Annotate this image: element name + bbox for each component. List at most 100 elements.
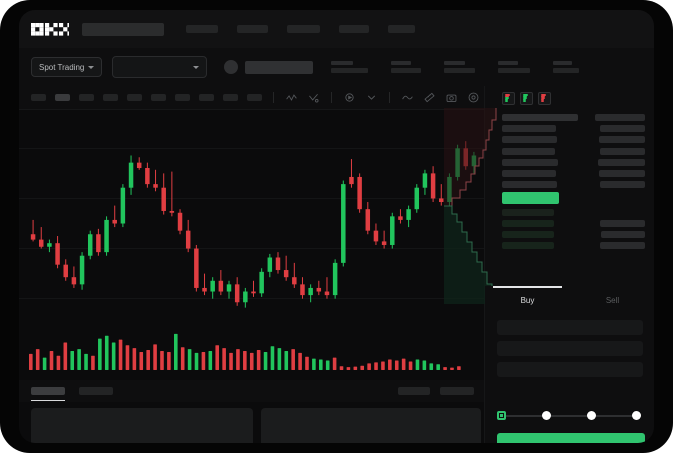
ob-ico-line — [541, 94, 546, 96]
stat-value — [331, 68, 369, 73]
stat-label — [391, 61, 412, 65]
ob-ico-line — [541, 95, 546, 98]
orderbook-ask-row[interactable] — [502, 147, 645, 155]
replay-icon[interactable] — [343, 91, 356, 104]
trading-mode-selector[interactable]: Spot Trading — [31, 57, 103, 77]
line-chart-icon[interactable] — [401, 91, 414, 104]
trade-tab-sell[interactable]: Sell — [605, 295, 620, 305]
orderbook-size-cell — [598, 158, 645, 166]
volume-series — [29, 333, 461, 370]
order-amount-field[interactable] — [497, 341, 643, 356]
order-price-field[interactable] — [497, 320, 643, 335]
orderbook-price-cell — [502, 158, 558, 166]
timeframe-button-7[interactable] — [199, 94, 214, 101]
orders-tab-actions — [398, 387, 474, 395]
orderbook-size-cell — [599, 136, 645, 144]
slider-node-75[interactable] — [632, 411, 641, 420]
trading-pair-selector[interactable] — [112, 56, 208, 78]
nav-item-4[interactable] — [339, 25, 369, 33]
order-entry-form — [485, 314, 654, 389]
global-search-input[interactable] — [82, 22, 164, 36]
stat-24h-low — [498, 61, 531, 73]
ob-ico-line — [523, 98, 527, 101]
timeframe-button-0[interactable] — [31, 94, 46, 101]
bottom-tab-order-history[interactable] — [79, 387, 113, 395]
snapshot-camera-icon[interactable] — [445, 91, 458, 104]
last-price-display — [245, 60, 314, 74]
orderbook-ask-row[interactable] — [502, 125, 645, 133]
orderbook-price-cell — [502, 219, 554, 227]
orderbook-spread-row — [502, 192, 645, 205]
alerts-icon[interactable] — [307, 91, 320, 104]
orderbook-price-cell — [502, 136, 557, 144]
orderbook-ask-row[interactable] — [502, 158, 645, 166]
bottom-action-1[interactable] — [398, 387, 430, 395]
timeframe-button-9[interactable] — [247, 94, 262, 101]
trade-tab-buy[interactable]: Buy — [485, 286, 570, 314]
slider-node-25[interactable] — [542, 411, 551, 420]
orders-tab-bar — [19, 380, 484, 402]
orderbook-rows[interactable] — [485, 114, 654, 250]
orderbook-bid-row[interactable] — [502, 242, 645, 250]
timeframe-button-6[interactable] — [175, 94, 190, 101]
toolbar-divider — [389, 92, 390, 103]
measure-ruler-icon[interactable] — [423, 91, 436, 104]
orderbook-trade-panel: Buy Sell — [444, 86, 654, 443]
nav-item-2[interactable] — [237, 25, 268, 33]
orderbook-ask-row[interactable] — [502, 136, 645, 144]
orderbook-size-cell — [600, 147, 645, 155]
order-total-field[interactable] — [497, 362, 643, 377]
timeframe-button-3[interactable] — [103, 94, 118, 101]
ob-view-combined[interactable] — [502, 91, 515, 105]
orderbook-ask-row[interactable] — [502, 181, 645, 189]
timeframe-group — [31, 94, 262, 101]
nav-item-1[interactable] — [186, 25, 218, 33]
coin-avatar-icon — [224, 60, 239, 74]
timeframe-button-1[interactable] — [55, 94, 70, 101]
ob-ico-line — [505, 100, 508, 102]
ob-ico-line — [523, 94, 528, 96]
orderbook-view-toggles — [485, 86, 654, 110]
trading-mode-label: Spot Trading — [39, 62, 85, 72]
orderbook-price-cell — [502, 125, 556, 133]
bottom-card-2 — [261, 408, 481, 443]
orderbook-price-cell — [502, 208, 554, 216]
okx-logo-icon[interactable] — [31, 22, 69, 36]
ob-view-asks-only[interactable] — [538, 91, 551, 105]
timeframe-button-8[interactable] — [223, 94, 238, 101]
nav-item-5[interactable] — [388, 25, 415, 33]
indicators-icon[interactable] — [285, 91, 298, 104]
slider-node-fill — [500, 414, 503, 417]
nav-item-3[interactable] — [287, 25, 320, 33]
orderbook-bid-row[interactable] — [502, 208, 645, 216]
orderbook-size-cell — [600, 219, 645, 227]
top-navigation-bar — [19, 10, 654, 48]
place-buy-order-button[interactable] — [497, 433, 645, 443]
slider-node-0[interactable] — [497, 411, 506, 420]
slider-node-50[interactable] — [587, 411, 596, 420]
orderbook-bid-row[interactable] — [502, 230, 645, 238]
stat-24h-volume — [553, 61, 580, 73]
orderbook-size-cell — [595, 114, 645, 121]
ob-view-bids-only[interactable] — [520, 91, 533, 105]
chevron-down-icon — [193, 65, 200, 69]
timeframe-button-4[interactable] — [127, 94, 142, 101]
ob-ico-line — [523, 95, 528, 98]
price-chart[interactable] — [19, 110, 484, 380]
orderbook-ask-row[interactable] — [502, 114, 645, 121]
chart-settings-icon[interactable] — [467, 91, 480, 104]
orderbook-bid-row[interactable] — [502, 219, 645, 227]
stat-label — [553, 61, 573, 65]
bottom-action-2[interactable] — [440, 387, 474, 395]
bottom-tab-open-orders[interactable] — [31, 387, 65, 401]
ob-ico-line — [541, 98, 545, 101]
timeframe-button-2[interactable] — [79, 94, 94, 101]
orderbook-spread-highlight — [502, 192, 559, 205]
orderbook-ask-row[interactable] — [502, 169, 645, 177]
stat-label — [444, 61, 466, 65]
timeframe-button-5[interactable] — [151, 94, 166, 101]
orderbook-price-cell — [502, 230, 554, 238]
market-header-bar: Spot Trading — [19, 48, 654, 86]
chart-type-icon[interactable] — [365, 91, 378, 104]
